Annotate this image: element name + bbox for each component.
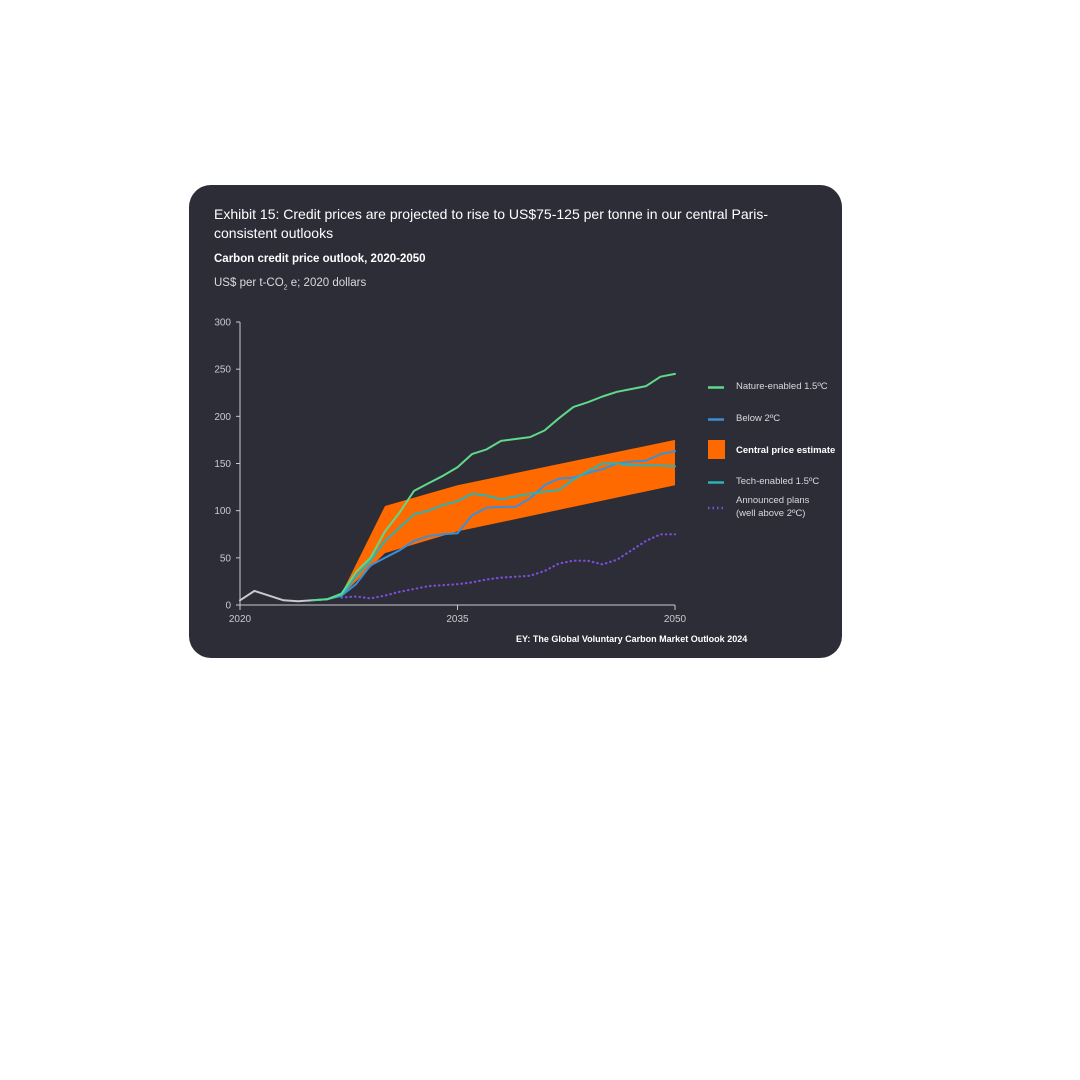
legend-label-nature: Nature-enabled 1.5ºC [736, 381, 828, 392]
legend-label-announced-line2: (well above 2ºC) [736, 508, 806, 519]
y-tick-label: 200 [214, 412, 231, 423]
chart-legend: Nature-enabled 1.5ºC Below 2ºC Central p… [704, 380, 842, 524]
x-tick-label: 2050 [664, 614, 687, 625]
legend-label-announced: Announced plans (well above 2ºC) [736, 494, 842, 520]
legend-label-central: Central price estimate [736, 445, 836, 456]
legend-swatch-nature [708, 386, 724, 389]
source-note: EY: The Global Voluntary Carbon Market O… [516, 634, 748, 644]
central-price-band [341, 439, 675, 596]
legend-label-tech: Tech-enabled 1.5ºC [736, 476, 820, 487]
series-layer [239, 372, 677, 603]
legend-swatch-central [708, 440, 725, 459]
y-tick-label: 250 [214, 365, 231, 376]
legend-label-below2: Below 2ºC [736, 413, 781, 424]
legend-item-announced: Announced plans (well above 2ºC) [704, 494, 842, 524]
series-nature-enabled [311, 372, 676, 602]
legend-item-below2: Below 2ºC [704, 412, 842, 444]
y-tick-label: 300 [214, 318, 231, 329]
x-tick-label: 2020 [229, 614, 252, 625]
legend-swatch-announced [708, 506, 724, 510]
units-label: US$ per t-CO2 e; 2020 dollars [214, 277, 366, 291]
axis-layer: 0 50 100 150 200 250 300 2020 2035 2050 [214, 318, 686, 626]
chart-card: Exhibit 15: Credit prices are projected … [189, 185, 842, 658]
band-layer [341, 439, 675, 596]
units-suffix: e; 2020 dollars [287, 277, 367, 289]
history-line [239, 589, 314, 603]
y-tick-label: 0 [225, 601, 231, 612]
units-prefix: US$ per t-CO [214, 277, 284, 289]
x-tick-label: 2035 [446, 614, 469, 625]
y-tick-label: 50 [220, 553, 232, 564]
chart-subtitle: Carbon credit price outlook, 2020-2050 [214, 253, 426, 265]
legend-item-nature: Nature-enabled 1.5ºC [704, 380, 842, 412]
units-subscript: 2 [283, 284, 288, 292]
y-tick-label: 150 [214, 459, 231, 470]
price-outlook-chart: 0 50 100 150 200 250 300 2020 2035 2050 [214, 318, 686, 626]
exhibit-title: Exhibit 15: Credit prices are projected … [214, 206, 769, 241]
series-tech-enabled [311, 462, 676, 602]
y-tick-label: 100 [214, 506, 231, 517]
series-announced-plans [340, 533, 677, 600]
legend-swatch-tech [708, 481, 724, 484]
legend-swatch-below2 [708, 418, 724, 421]
legend-item-tech: Tech-enabled 1.5ºC [704, 475, 842, 494]
legend-label-announced-line1: Announced plans [736, 495, 810, 506]
legend-item-central: Central price estimate [704, 440, 842, 475]
